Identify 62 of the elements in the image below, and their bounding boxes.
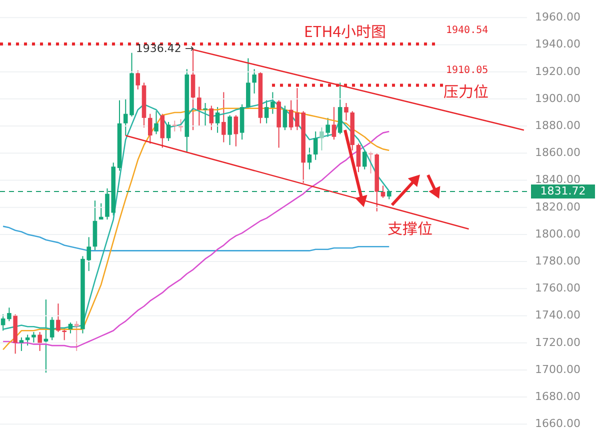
candlestick bbox=[264, 100, 269, 124]
candlestick bbox=[56, 303, 60, 333]
y-tick-label: 1680.00 bbox=[535, 390, 580, 404]
candlestick bbox=[197, 86, 202, 127]
candlestick bbox=[288, 100, 294, 131]
candlestick bbox=[166, 121, 171, 142]
candlestick bbox=[313, 130, 318, 160]
annotation: 支撑位 bbox=[387, 218, 433, 239]
candlestick bbox=[362, 150, 367, 170]
y-tick-label: 1820.00 bbox=[535, 200, 580, 214]
y-tick-label: 1880.00 bbox=[535, 119, 580, 132]
candlestick bbox=[326, 117, 330, 138]
candlestick bbox=[190, 49, 196, 131]
candlestick bbox=[320, 126, 324, 151]
candlestick bbox=[307, 147, 312, 170]
y-tick-label: 1960.00 bbox=[535, 10, 580, 24]
candlestick bbox=[136, 70, 140, 90]
candlestick bbox=[178, 118, 183, 132]
y-tick-label: 1840.00 bbox=[535, 173, 580, 186]
candlestick bbox=[252, 68, 256, 94]
candlestick bbox=[160, 113, 165, 148]
y-tick-label: 1860.00 bbox=[535, 146, 580, 160]
annotation: 1936.42 → bbox=[136, 42, 194, 55]
candlestick bbox=[98, 202, 104, 220]
candlestick bbox=[38, 332, 42, 352]
candlestick bbox=[19, 336, 24, 352]
y-tick-label: 1720.00 bbox=[535, 336, 580, 349]
ref-line-label: 1940.54 bbox=[446, 25, 488, 36]
y-tick-label: 1940.00 bbox=[535, 38, 580, 51]
candlestick bbox=[68, 322, 73, 334]
candlestick bbox=[62, 327, 66, 341]
annotation: 压力位 bbox=[443, 81, 489, 102]
candlestick bbox=[209, 105, 214, 131]
candlestick bbox=[154, 110, 158, 135]
candlestick bbox=[228, 114, 232, 146]
candlestick bbox=[32, 332, 36, 344]
y-tick-label: 1740.00 bbox=[535, 308, 580, 322]
candlestick bbox=[148, 113, 152, 144]
y-tick-label: 1900.00 bbox=[535, 92, 580, 105]
ref-line-label: 1831.72 bbox=[540, 184, 586, 198]
candlestick bbox=[332, 106, 336, 140]
candlestick bbox=[270, 92, 275, 114]
y-tick-label: 1700.00 bbox=[535, 362, 580, 376]
candlestick bbox=[234, 114, 238, 147]
text: ETH4小时图 bbox=[304, 21, 386, 42]
candlestick bbox=[203, 102, 208, 127]
candlestick bbox=[172, 120, 177, 132]
y-tick-label: 1800.00 bbox=[535, 227, 580, 240]
candlestick bbox=[282, 105, 288, 131]
candlestick bbox=[356, 143, 361, 173]
candlestick bbox=[215, 106, 220, 134]
candlestick bbox=[7, 307, 12, 322]
y-tick-label: 1660.00 bbox=[535, 417, 580, 430]
candlestick bbox=[222, 92, 226, 143]
y-tick-label: 1780.00 bbox=[535, 254, 580, 268]
y-tick-label: 1760.00 bbox=[535, 282, 580, 295]
candlestick bbox=[50, 316, 54, 341]
y-tick-label: 1920.00 bbox=[535, 64, 580, 78]
candlestick bbox=[368, 151, 373, 174]
candlestick bbox=[344, 102, 348, 122]
ref-line-label: 1910.05 bbox=[446, 65, 488, 76]
candlestick bbox=[0, 314, 6, 332]
